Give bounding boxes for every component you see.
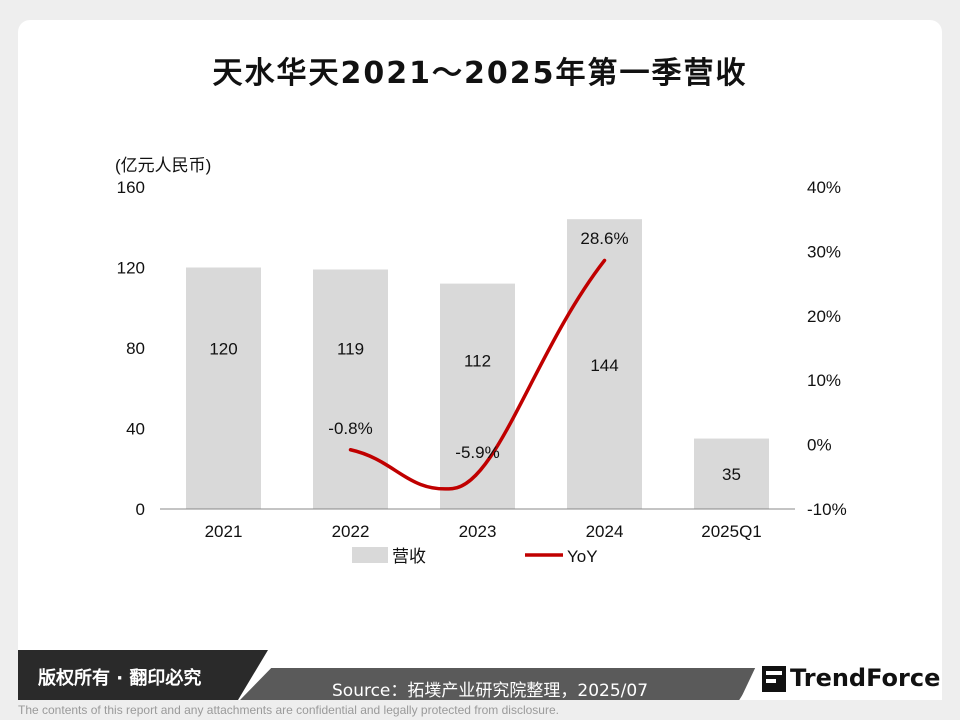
x-tick-label: 2021 xyxy=(205,522,243,541)
y-axis-label: (亿元人民币) xyxy=(115,156,211,175)
y2-tick-label: 20% xyxy=(807,307,841,326)
rights-text: 版权所有 · 翻印必究 xyxy=(38,668,202,689)
x-tick-label: 2022 xyxy=(332,522,370,541)
legend-label-yoy: YoY xyxy=(567,547,598,566)
x-tick-label: 2024 xyxy=(586,522,624,541)
bar-value-label: 120 xyxy=(209,339,237,358)
y-tick-label: 120 xyxy=(117,259,145,278)
bar-2024 xyxy=(567,219,642,509)
bar-2021 xyxy=(186,267,261,509)
bar-2022 xyxy=(313,269,388,509)
y2-tick-label: 0% xyxy=(807,436,832,455)
bar-value-label: 144 xyxy=(590,356,618,375)
footer-rights-banner xyxy=(18,650,268,700)
page-title: 天水华天2021～2025年第一季营收 xyxy=(212,56,748,91)
y-tick-label: 40 xyxy=(126,420,145,439)
revenue-chart: 0 40 80 120 160 (亿元人民币) -10% 0% 10% 20% 30% 40% 2021… xyxy=(115,156,847,566)
yoy-data-label: -5.9% xyxy=(455,443,499,462)
source-text: Source：拓墣产业研究院整理，2025/07 xyxy=(332,681,649,701)
bar-2025Q1 xyxy=(694,438,769,509)
legend-swatch-revenue xyxy=(352,547,388,563)
y2-tick-label: 40% xyxy=(807,178,841,197)
trendforce-logo-icon xyxy=(762,666,786,692)
y-tick-label: 0 xyxy=(136,500,145,519)
y2-tick-label: 10% xyxy=(807,371,841,390)
y-tick-label: 80 xyxy=(126,339,145,358)
footer-source-banner xyxy=(240,668,760,700)
y-tick-label: 160 xyxy=(117,178,145,197)
y2-tick-label: -10% xyxy=(807,500,847,519)
bar-value-label: 35 xyxy=(722,465,741,484)
yoy-line xyxy=(348,258,607,491)
x-tick-label: 2023 xyxy=(459,522,497,541)
legend-label-revenue: 营收 xyxy=(392,547,426,566)
x-tick-label: 2025Q1 xyxy=(701,522,762,541)
yoy-data-label: 28.6% xyxy=(580,229,628,248)
bar-value-label: 112 xyxy=(464,351,491,370)
disclaimer-text: The contents of this report and any atta… xyxy=(18,703,559,717)
bar-value-label: 119 xyxy=(337,339,364,358)
logo-text: TrendForce xyxy=(790,664,941,692)
y2-tick-label: 30% xyxy=(807,242,841,261)
yoy-data-label: -0.8% xyxy=(328,419,372,438)
